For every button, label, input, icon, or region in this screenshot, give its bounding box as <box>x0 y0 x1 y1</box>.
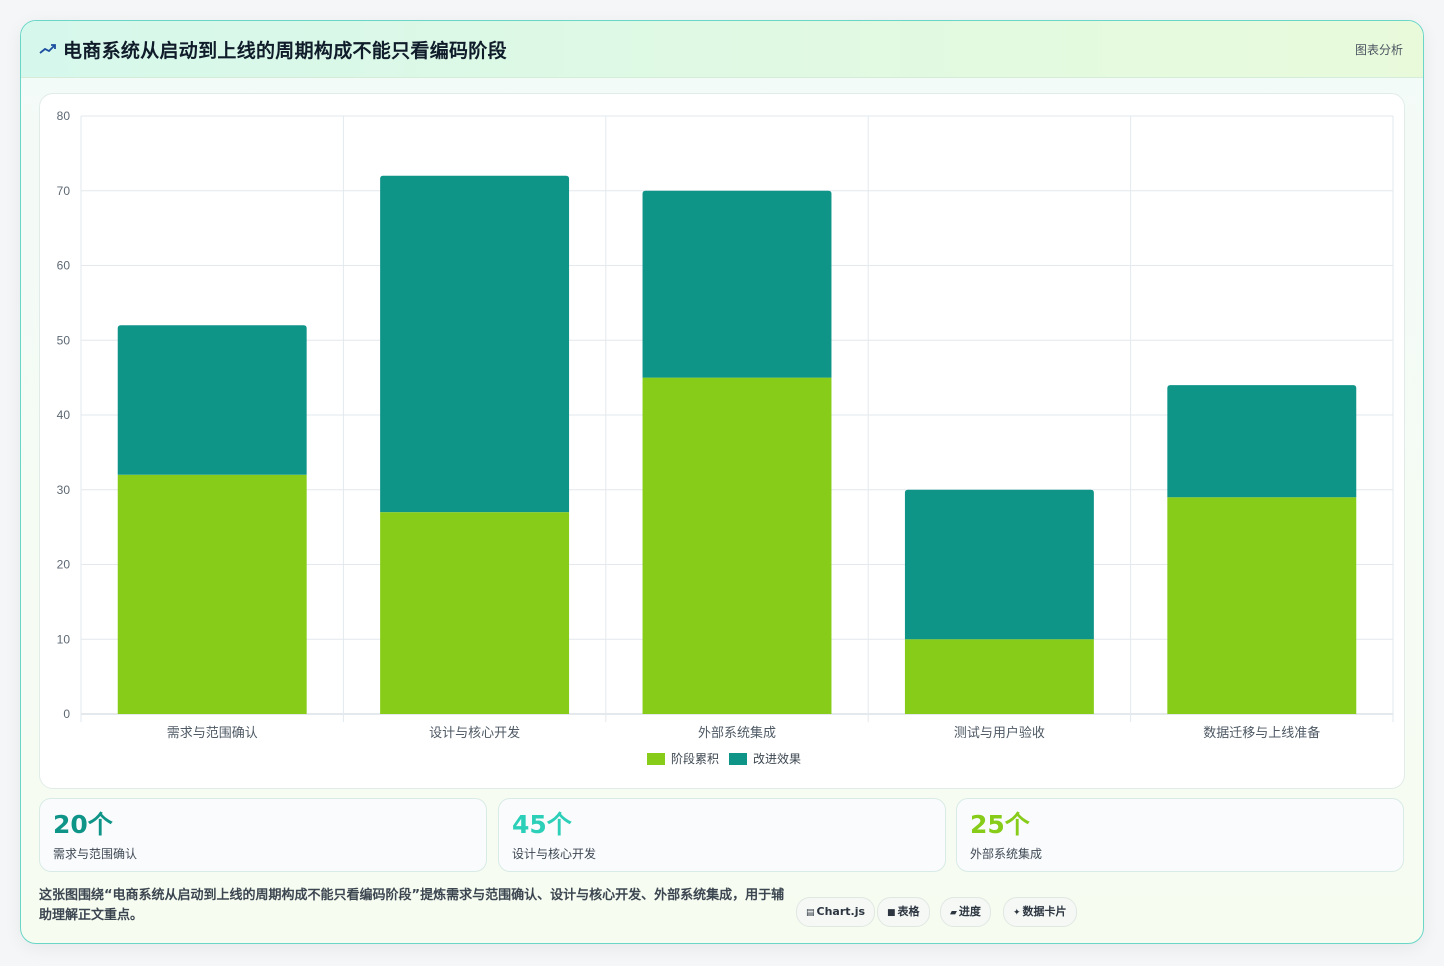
legend-label: 阶段累积 <box>671 751 719 766</box>
chart-analysis-link[interactable]: 图表分析 <box>1354 43 1403 57</box>
bar-segment <box>380 512 570 714</box>
y-tick-label: 70 <box>57 184 71 198</box>
stat-label: 设计与核心开发 <box>512 847 597 861</box>
stat-card-1: 20个 需求与范围确认 <box>39 798 487 872</box>
legend-swatch <box>647 753 665 765</box>
page-title: 电商系统从启动到上线的周期构成不能只看编码阶段 <box>63 40 507 62</box>
chip-table[interactable]: ■ 表格 <box>877 897 930 927</box>
bar-segment <box>380 175 570 513</box>
legend-swatch <box>729 753 747 765</box>
stat-card-2: 45个 设计与核心开发 <box>498 798 946 872</box>
y-tick-label: 40 <box>57 408 71 422</box>
stat-label: 外部系统集成 <box>970 847 1043 861</box>
bar-segment <box>642 190 832 378</box>
y-tick-label: 10 <box>57 632 71 646</box>
chart-description: 这张图围绕“电商系统从启动到上线的周期构成不能只看编码阶段”提炼需求与范围确认、… <box>39 888 785 923</box>
stat-card-3: 25个 外部系统集成 <box>956 798 1404 872</box>
table-icon: ■ <box>887 908 896 918</box>
x-tick-label: 测试与用户验收 <box>954 725 1045 741</box>
x-tick-label: 外部系统集成 <box>698 725 776 741</box>
progress-icon: ▰ <box>950 908 957 918</box>
y-tick-label: 30 <box>57 483 71 497</box>
stat-value: 20个 <box>53 810 113 839</box>
chip-label: 表格 <box>897 905 920 918</box>
bar-segment <box>1167 497 1357 714</box>
x-tick-label: 数据迁移与上线准备 <box>1203 725 1320 741</box>
y-tick-label: 50 <box>57 333 71 347</box>
stacked-bar-chart: 0 10 20 30 40 50 60 70 80 需求与范围确认 设计与核心开发 外部系统集成 测试与… <box>57 109 1394 766</box>
bar-segment <box>117 474 307 714</box>
chip-label: 进度 <box>958 905 981 918</box>
y-tick-label: 0 <box>63 707 70 721</box>
chip-label: 数据卡片 <box>1022 905 1067 918</box>
chip-label: Chart.js <box>816 905 866 918</box>
chip-data-card[interactable]: ✦ 数据卡片 <box>1003 897 1077 927</box>
stat-label: 需求与范围确认 <box>53 847 138 861</box>
card-header: 电商系统从启动到上线的周期构成不能只看编码阶段 图表分析 <box>21 21 1423 78</box>
y-tick-label: 60 <box>57 259 71 273</box>
chart-panel: 0 10 20 30 40 50 60 70 80 需求与范围确认 设计与核心开发 外部系统集成 测试与… <box>39 93 1405 789</box>
bar-segment <box>904 489 1094 640</box>
bar-segment <box>1167 385 1357 498</box>
chip-chartjs[interactable]: ▤ Chart.js <box>796 897 876 927</box>
stat-value: 45个 <box>512 810 572 839</box>
bar-segment <box>904 639 1094 714</box>
sparkle-icon: ✦ <box>1013 908 1021 918</box>
bar-segment <box>117 325 307 475</box>
stat-value: 25个 <box>970 810 1030 839</box>
chart-icon: ▤ <box>806 908 815 918</box>
chart-card: 电商系统从启动到上线的周期构成不能只看编码阶段 图表分析 0 10 20 30 40 50… <box>20 20 1424 944</box>
chip-progress[interactable]: ▰ 进度 <box>940 897 991 927</box>
y-tick-label: 80 <box>57 109 71 123</box>
x-tick-label: 需求与范围确认 <box>167 726 258 741</box>
trend-line-icon <box>39 44 56 54</box>
x-tick-label: 设计与核心开发 <box>429 725 520 741</box>
y-tick-label: 20 <box>57 558 71 572</box>
legend-label: 改进效果 <box>753 751 801 766</box>
bar-segment <box>642 377 832 714</box>
